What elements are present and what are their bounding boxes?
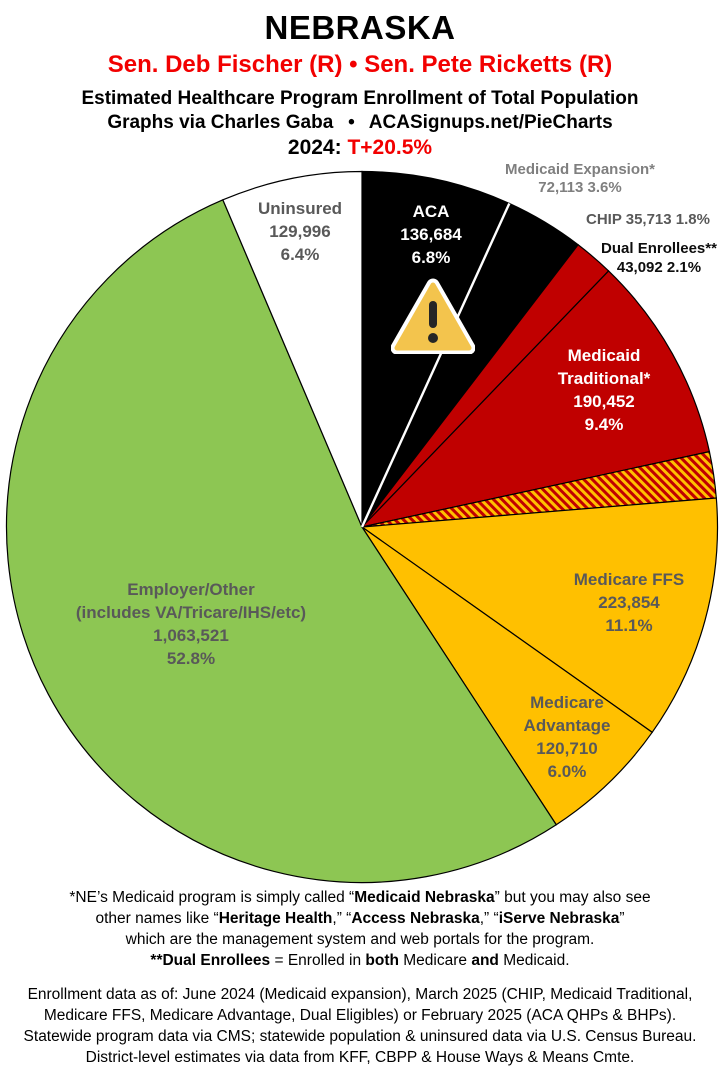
footnote-line: other names like “Heritage Health,” “Acc… [95,910,625,927]
year-label: 2024: [287,136,342,159]
enrollment-pie-chart [5,170,719,884]
footnote-line: which are the management system and web … [125,931,595,948]
source-line: Medicare FFS, Medicare Advantage, Dual E… [43,1007,677,1024]
exclamation-dot [428,333,438,343]
page-title: NEBRASKA [264,9,456,46]
source-line: Enrollment data as of: June 2024 (Medica… [27,986,693,1003]
pie-slice-medicare-advantage [361,526,654,826]
data-sources-block: Enrollment data as of: June 2024 (Medica… [0,984,720,1068]
source-line: District-level estimates via data from K… [85,1049,635,1066]
senators-line: Sen. Deb Fischer (R) • Sen. Pete Rickett… [107,51,613,78]
medicaid-expansion-slice-label: Medicaid Expansion* 72,113 3.6% [504,161,656,196]
partisan-lean-value: T+20.5% [347,136,433,159]
medicare-advantage-slice-label: Medicare Advantage 120,710 6.0% [523,693,611,781]
employer-other-slice-label: Employer/Other (includes VA/Tricare/IHS/e… [75,580,307,668]
pie-slice-employer-other [5,199,558,884]
footnote-line: **Dual Enrollees = Enrolled in both Medi… [150,952,570,969]
pie-slice-uninsured [222,170,363,528]
uninsured-slice-label: Uninsured 129,996 6.4% [257,199,343,264]
warning-icon [391,278,475,354]
aca-slice-label: ACA 136,684 6.8% [400,202,462,267]
footnote-line: *NE’s Medicaid program is simply called … [69,889,651,906]
pie-slice-medicare-ffs [360,497,719,734]
footnotes-block: *NE’s Medicaid program is simply called … [0,887,720,971]
medicare-ffs-slice-label: Medicare FFS 223,854 11.1% [573,570,685,635]
source-line: Statewide program data via CMS; statewid… [23,1028,697,1045]
aca-expansion-divider-line [360,202,511,528]
chip-slice-label: CHIP 35,713 1.8% [586,211,710,228]
exclamation-bar [429,301,437,328]
dual-enrollees-slice-label: Dual Enrollees** 43,092 2.1% [601,240,717,276]
subtitle-enrollment: Estimated Healthcare Program Enrollment … [81,88,639,109]
partisan-lean-line: 2024: T+20.5% [0,136,720,160]
pie-slice-medicaid-traditional [360,270,711,529]
medicaid-traditional-slice-label: Medicaid Traditional* 190,452 9.4% [557,346,651,434]
subtitle-credit: Graphs via Charles Gaba • ACASignups.net… [107,112,613,133]
